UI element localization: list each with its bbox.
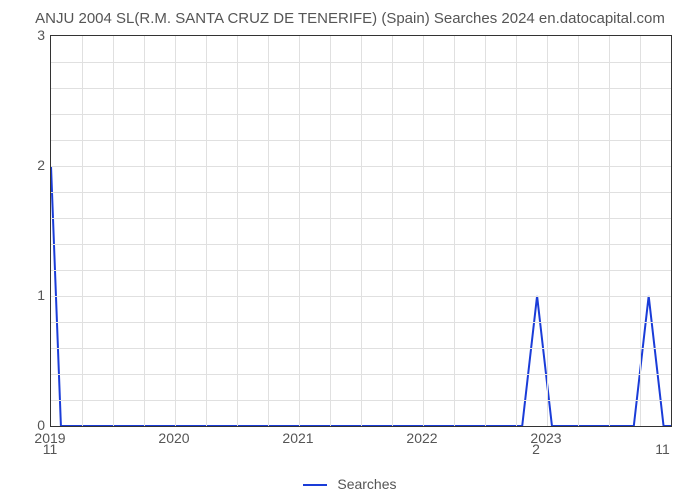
gridline-v xyxy=(609,36,610,426)
data-annotation: 11 xyxy=(655,441,670,457)
legend-swatch xyxy=(303,484,327,486)
gridline-v xyxy=(206,36,207,426)
gridline-v xyxy=(454,36,455,426)
gridline-v xyxy=(640,36,641,426)
x-tick-label: 2020 xyxy=(158,430,189,446)
gridline-v xyxy=(516,36,517,426)
y-tick-label: 2 xyxy=(25,157,45,173)
y-tick-label: 1 xyxy=(25,287,45,303)
gridline-v xyxy=(82,36,83,426)
gridline-v xyxy=(144,36,145,426)
x-tick-label: 2022 xyxy=(406,430,437,446)
gridline-v xyxy=(547,36,548,426)
data-annotation: 11 xyxy=(43,441,58,457)
gridline-v xyxy=(361,36,362,426)
gridline-v xyxy=(423,36,424,426)
gridline-v xyxy=(113,36,114,426)
chart-title: ANJU 2004 SL(R.M. SANTA CRUZ DE TENERIFE… xyxy=(0,10,700,27)
gridline-v xyxy=(578,36,579,426)
gridline-v xyxy=(268,36,269,426)
gridline-v xyxy=(392,36,393,426)
gridline-v xyxy=(299,36,300,426)
chart-container: ANJU 2004 SL(R.M. SANTA CRUZ DE TENERIFE… xyxy=(0,0,700,500)
plot-area xyxy=(50,35,672,427)
gridline-v xyxy=(330,36,331,426)
data-annotation: 2 xyxy=(532,441,540,457)
gridline-v xyxy=(175,36,176,426)
y-tick-label: 3 xyxy=(25,27,45,43)
legend-label: Searches xyxy=(337,476,396,492)
legend: Searches xyxy=(0,476,700,492)
gridline-v xyxy=(237,36,238,426)
gridline-v xyxy=(485,36,486,426)
x-tick-label: 2021 xyxy=(282,430,313,446)
